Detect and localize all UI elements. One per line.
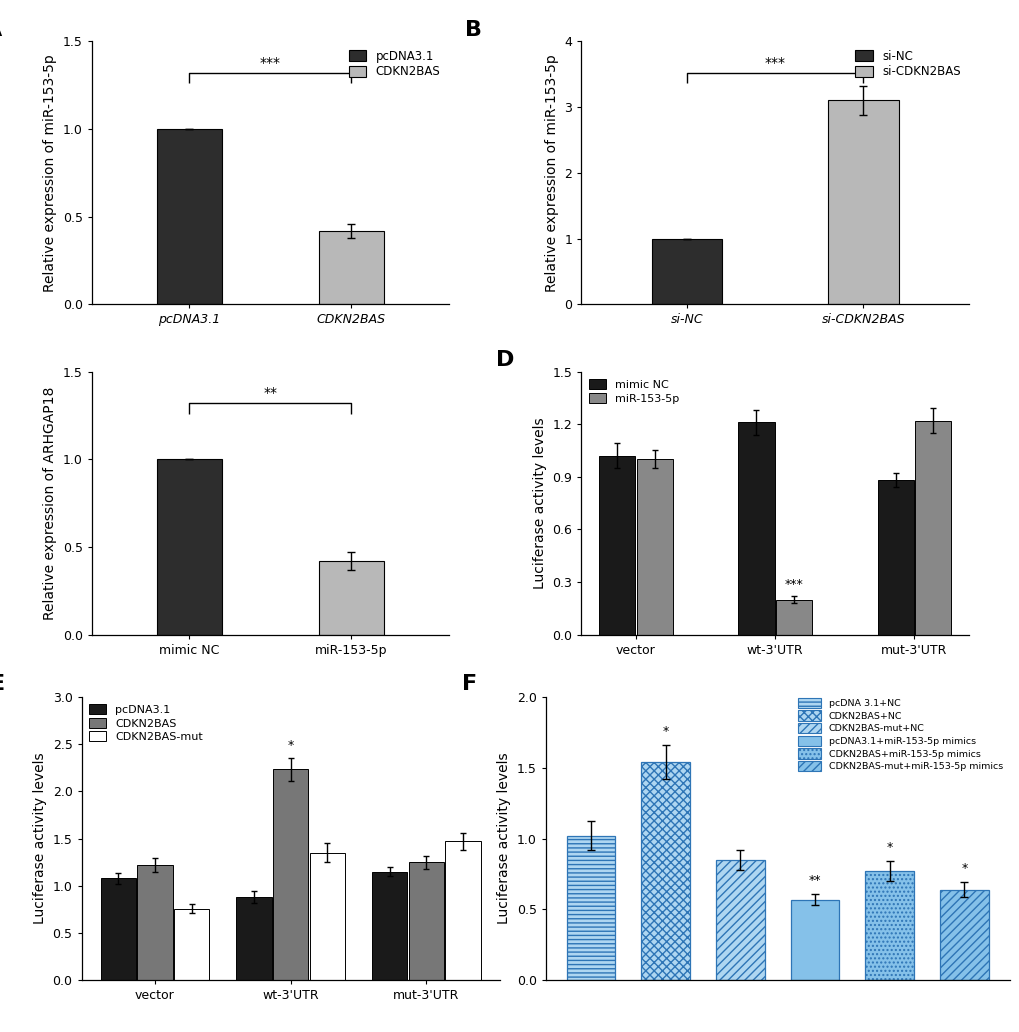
Bar — [157, 129, 221, 304]
Text: **: ** — [263, 386, 277, 400]
Bar — [445, 841, 480, 980]
Text: E: E — [0, 674, 5, 694]
Y-axis label: Relative expression of miR-153-5p: Relative expression of miR-153-5p — [43, 54, 57, 292]
Text: D: D — [495, 351, 514, 370]
Text: ***: *** — [784, 578, 803, 590]
Legend: si-NC, si-CDKN2BAS: si-NC, si-CDKN2BAS — [852, 47, 962, 80]
Text: ***: *** — [260, 56, 280, 70]
Bar — [319, 561, 383, 635]
Text: **: ** — [808, 874, 820, 886]
Bar — [865, 871, 913, 980]
Bar — [138, 865, 172, 980]
Y-axis label: Luciferase activity levels: Luciferase activity levels — [496, 752, 511, 925]
Bar — [567, 836, 614, 980]
Bar — [157, 459, 221, 635]
Text: *: * — [886, 841, 892, 854]
Bar — [790, 900, 839, 980]
Bar — [236, 897, 271, 980]
Legend: pcDNA3.1, CDKN2BAS, CDKN2BAS-mut: pcDNA3.1, CDKN2BAS, CDKN2BAS-mut — [87, 702, 205, 744]
Bar — [310, 852, 344, 980]
Bar — [174, 908, 209, 980]
Bar — [715, 860, 764, 980]
Bar — [738, 422, 773, 635]
Text: ***: *** — [764, 56, 785, 70]
Text: C: C — [0, 351, 1, 370]
Bar — [598, 456, 635, 635]
Y-axis label: Luciferase activity levels: Luciferase activity levels — [33, 752, 47, 925]
Bar — [876, 480, 913, 635]
Bar — [319, 231, 383, 304]
Legend: pcDNA 3.1+NC, CDKN2BAS+NC, CDKN2BAS-mut+NC, pcDNA3.1+miR-153-5p mimics, CDKN2BAS: pcDNA 3.1+NC, CDKN2BAS+NC, CDKN2BAS-mut+… — [795, 696, 1004, 773]
Text: A: A — [0, 21, 2, 40]
Bar — [641, 762, 689, 980]
Bar — [914, 421, 951, 635]
Text: *: * — [287, 739, 293, 752]
Bar — [273, 770, 308, 980]
Y-axis label: Relative expression of ARHGAP18: Relative expression of ARHGAP18 — [43, 386, 57, 620]
Legend: pcDNA3.1, CDKN2BAS: pcDNA3.1, CDKN2BAS — [345, 47, 442, 80]
Bar — [940, 890, 987, 980]
Bar — [775, 600, 811, 635]
Bar — [101, 878, 136, 980]
Y-axis label: Relative expression of miR-153-5p: Relative expression of miR-153-5p — [544, 54, 558, 292]
Text: B: B — [465, 21, 482, 40]
Bar — [651, 238, 721, 304]
Bar — [372, 872, 407, 980]
Bar — [409, 862, 443, 980]
Y-axis label: Luciferase activity levels: Luciferase activity levels — [532, 417, 546, 589]
Bar — [636, 459, 673, 635]
Bar — [827, 100, 898, 304]
Text: *: * — [662, 724, 668, 738]
Legend: mimic NC, miR-153-5p: mimic NC, miR-153-5p — [586, 377, 681, 406]
Text: F: F — [462, 674, 477, 694]
Text: *: * — [960, 863, 967, 875]
